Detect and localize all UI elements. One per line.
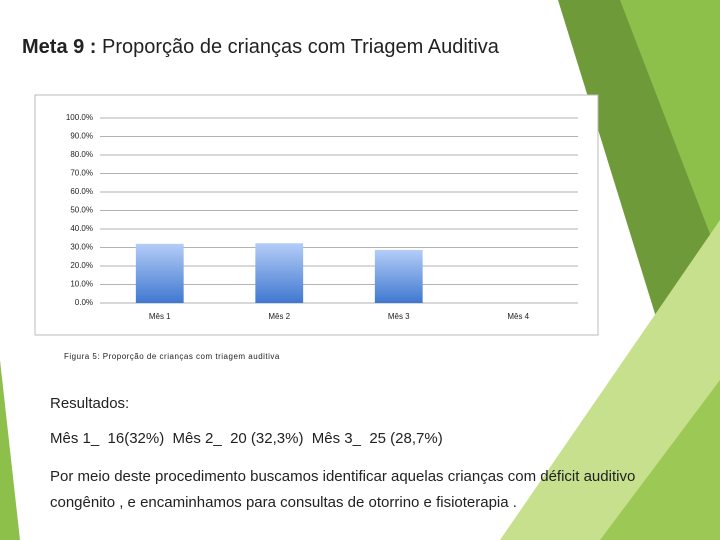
y-tick-label: 100.0%	[66, 113, 93, 122]
y-tick-label: 50.0%	[70, 206, 93, 215]
y-tick-label: 80.0%	[70, 150, 93, 159]
y-tick-label: 60.0%	[70, 187, 93, 196]
chart-frame	[34, 94, 599, 336]
paragraph: Por meio deste procedimento buscamos ide…	[50, 468, 636, 511]
y-tick-label: 40.0%	[70, 224, 93, 233]
decor-triangle	[600, 380, 720, 540]
decor-triangle	[0, 360, 20, 540]
caption: Figura 5: Proporção de crianças com tria…	[64, 352, 280, 361]
decor-triangle	[620, 0, 720, 260]
bar	[374, 249, 423, 303]
title-rest: Proporção de crianças com Triagem Auditi…	[102, 36, 499, 58]
x-tick-label: Mês 4	[507, 312, 529, 321]
y-tick-label: 20.0%	[70, 261, 93, 270]
results-line: Mês 1_ 16(32%) Mês 2_ 20 (32,3%) Mês 3_ …	[50, 430, 443, 447]
title-bold: Meta 9 :	[22, 36, 97, 58]
y-tick-label: 0.0%	[75, 298, 93, 307]
y-tick-label: 70.0%	[70, 169, 93, 178]
bar	[255, 243, 304, 303]
results-heading: Resultados:	[50, 395, 130, 412]
y-tick-label: 90.0%	[70, 132, 93, 141]
bar	[135, 243, 184, 303]
x-tick-label: Mês 2	[268, 312, 290, 321]
x-tick-label: Mês 1	[149, 312, 171, 321]
y-tick-label: 10.0%	[70, 280, 93, 289]
x-tick-label: Mês 3	[388, 312, 410, 321]
y-tick-label: 30.0%	[70, 243, 93, 252]
slide-title: Meta 9 : Proporção de crianças com Triag…	[22, 36, 499, 59]
